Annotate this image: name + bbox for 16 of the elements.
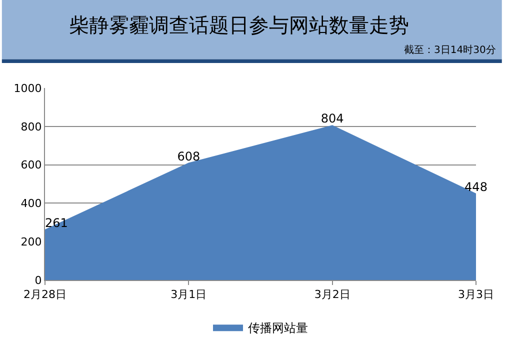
- x-tick-label: 3月1日: [170, 288, 207, 302]
- y-tick-label: 800: [20, 120, 42, 134]
- legend-label: 传播网站量: [248, 320, 308, 335]
- data-label: 448: [464, 180, 488, 194]
- y-tick-label: 400: [20, 197, 42, 210]
- y-tick-label: 1000: [14, 82, 42, 95]
- x-tick-label: 3月2日: [314, 288, 350, 302]
- x-tick-label: 2月28日: [24, 288, 66, 302]
- chart-title: 柴静雾霾调查话题日参与网站数量走势: [69, 13, 409, 37]
- y-tick-label: 200: [20, 235, 42, 248]
- chart-subtitle: 截至：3日14时30分: [404, 44, 496, 56]
- y-tick-label: 600: [20, 158, 42, 172]
- data-label: 608: [177, 149, 200, 164]
- x-tick-label: 3月3日: [458, 288, 494, 302]
- y-tick-label: 0: [34, 274, 42, 287]
- data-label: 804: [320, 112, 344, 126]
